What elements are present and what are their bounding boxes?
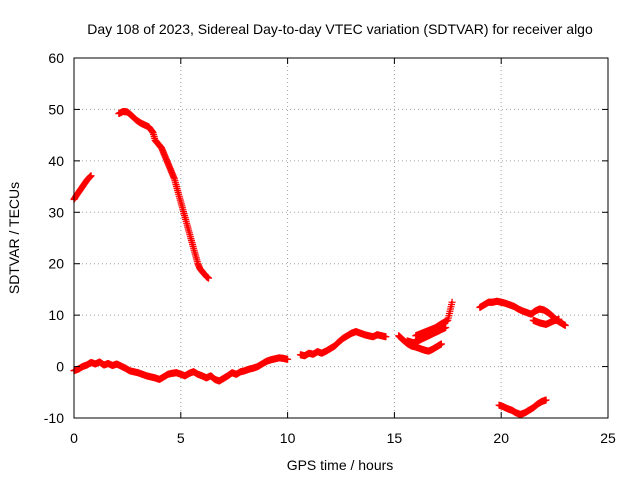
data-point [542, 396, 550, 404]
y-tick-label: -10 [44, 410, 64, 426]
series-arc-4 [296, 328, 390, 360]
y-tick-label: 50 [48, 101, 64, 117]
x-tick-label: 10 [280, 430, 296, 446]
data-point [555, 315, 563, 323]
data-point [437, 340, 445, 348]
y-tick-label: 60 [48, 50, 64, 66]
data-point [448, 298, 456, 306]
x-axis-label: GPS time / hours [287, 457, 394, 473]
y-axis-label: SDTVAR / TECUs [6, 182, 22, 294]
y-tick-label: 30 [48, 204, 64, 220]
y-tick-label: 20 [48, 256, 64, 272]
data-point [205, 274, 213, 282]
series-arc-6 [476, 297, 569, 329]
x-tick-label: 0 [70, 430, 78, 446]
axis-ticks: 0 5 10 15 20 25 -10 0 10 20 30 40 50 60 [44, 50, 616, 446]
x-tick-label: 5 [177, 430, 185, 446]
series-arc-2 [115, 107, 213, 282]
x-tick-label: 20 [493, 430, 509, 446]
y-tick-label: 10 [48, 307, 64, 323]
grid [74, 58, 608, 418]
series-arc-1 [70, 172, 95, 203]
data-point [382, 333, 390, 341]
y-tick-label: 40 [48, 153, 64, 169]
data-point [87, 172, 95, 180]
x-tick-label: 25 [600, 430, 616, 446]
plot-frame [73, 57, 609, 419]
series-arc-7 [495, 396, 550, 418]
data-series [70, 107, 569, 418]
series-arc-5 [395, 298, 456, 355]
data-point [561, 321, 569, 329]
chart-title: Day 108 of 2023, Sidereal Day-to-day VTE… [87, 21, 593, 37]
x-tick-label: 15 [387, 430, 403, 446]
data-point [284, 355, 292, 363]
y-tick-label: 0 [56, 359, 64, 375]
